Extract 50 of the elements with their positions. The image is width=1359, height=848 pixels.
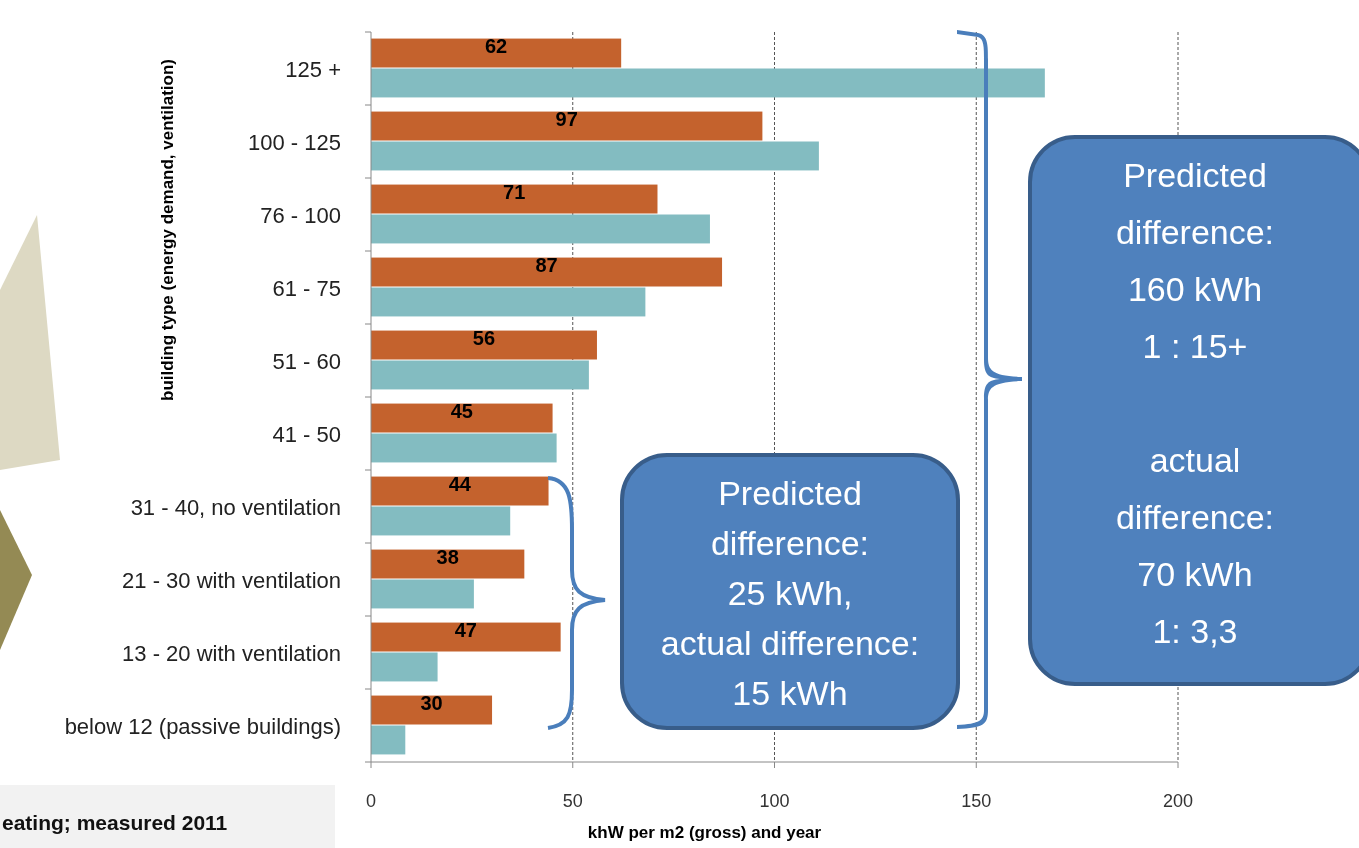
y-tick-label: 13 - 20 with ventilation: [122, 640, 341, 666]
y-tick-label: 100 - 125: [248, 129, 341, 155]
y-tick-label: 31 - 40, no ventilation: [130, 494, 341, 520]
x-tick-label: 50: [562, 791, 583, 811]
bar: [371, 287, 646, 317]
data-label: 87: [535, 253, 558, 276]
bar: [371, 403, 553, 433]
bar: [371, 257, 723, 287]
x-tick-label: 0: [365, 791, 377, 811]
data-label: 97: [555, 107, 578, 130]
bar: [371, 38, 622, 68]
bar: [371, 68, 1045, 98]
y-axis-title: building type (energy demand, ventilation): [158, 59, 177, 401]
bar: [371, 652, 438, 682]
bar: [371, 622, 561, 652]
x-tick-label: 100: [759, 791, 790, 811]
x-tick-label: 150: [961, 791, 992, 811]
bar: [371, 695, 493, 725]
bar: [371, 476, 549, 506]
bar: [371, 141, 819, 171]
data-label: 30: [420, 691, 443, 714]
data-label: 44: [448, 472, 472, 495]
y-tick-label: 125 +: [285, 56, 341, 82]
text: eating; measured 2011: [2, 811, 228, 834]
bar: [371, 549, 525, 579]
data-label: 56: [472, 326, 496, 349]
data-label: 71: [503, 180, 526, 203]
y-tick-label: 21 - 30 with ventilation: [122, 567, 341, 593]
annotation: Predicted difference: 25 kWh, actual difference: 15 kWh: [660, 474, 920, 712]
y-tick-label: 76 - 100: [260, 202, 341, 228]
bar: [371, 214, 710, 244]
data-label: 47: [454, 618, 477, 641]
y-tick-label: 51 - 60: [272, 348, 341, 374]
bar: [371, 330, 597, 360]
bar: [371, 360, 589, 390]
x-tick-label: 200: [1162, 791, 1194, 811]
data-label: 62: [484, 34, 508, 57]
bar: [371, 579, 474, 609]
bar: [371, 184, 658, 214]
y-tick-label: 61 - 75: [272, 275, 341, 301]
y-tick-label: 41 - 50: [272, 421, 341, 447]
bar: [371, 111, 763, 141]
text: Predicted difference: 160 kWh 1 : 15+ actual difference: 70 kWh 1: 3,3: [1115, 156, 1275, 650]
y-tick-label: below 12 (passive buildings): [64, 713, 341, 739]
x-axis-title: khW per m2 (gross) and year: [587, 823, 822, 842]
bar: [371, 433, 557, 463]
bar: [371, 506, 511, 536]
data-label: 45: [450, 399, 473, 422]
bar: [371, 725, 406, 755]
data-label: 38: [436, 545, 459, 568]
